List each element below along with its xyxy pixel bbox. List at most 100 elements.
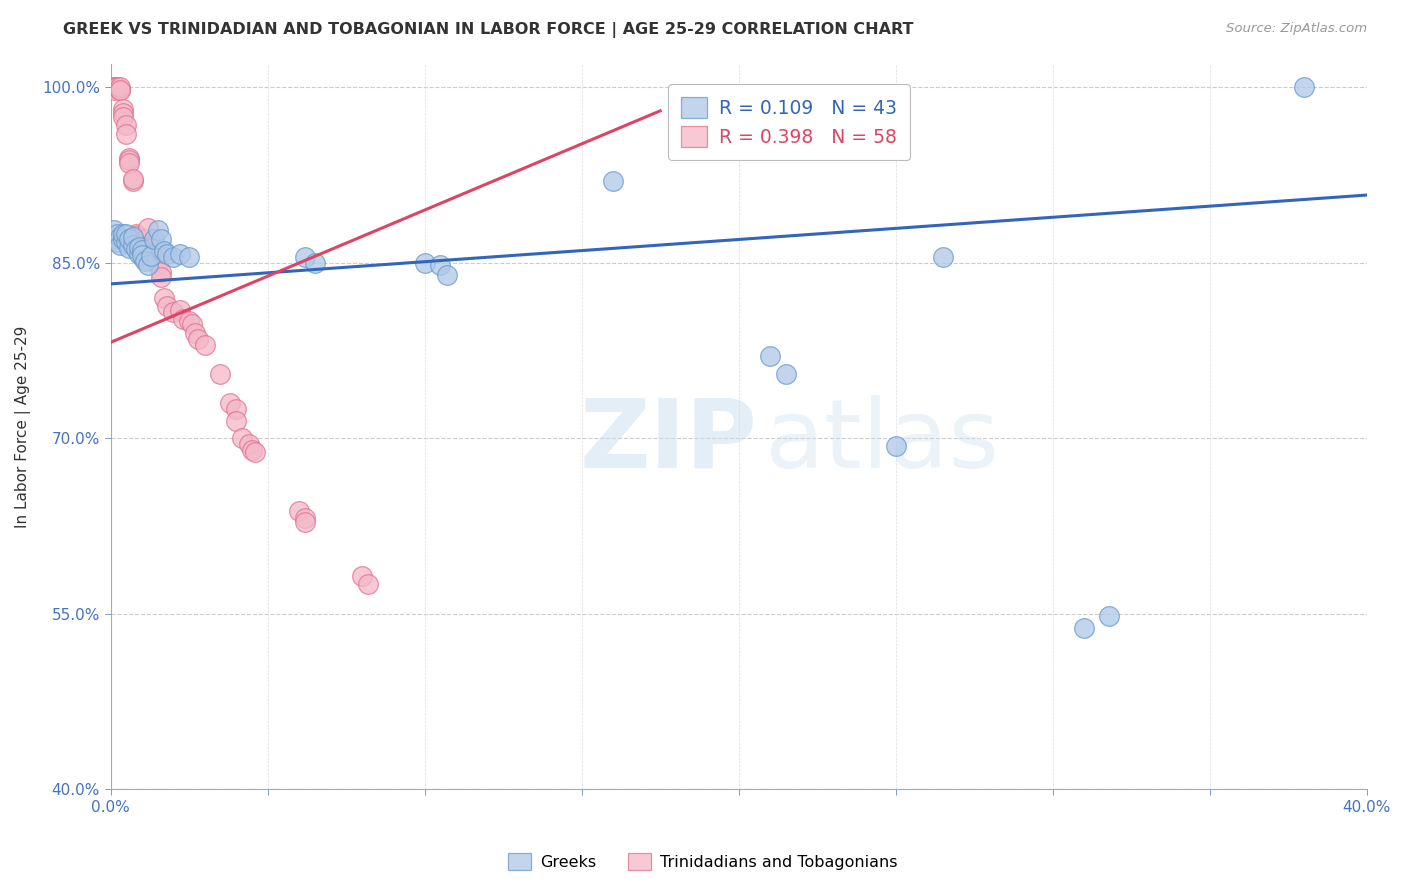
Point xyxy=(124,242,146,256)
Point xyxy=(350,569,373,583)
Point xyxy=(103,80,125,95)
Point xyxy=(115,118,138,132)
Point xyxy=(103,223,125,237)
Point xyxy=(118,156,141,170)
Point xyxy=(118,241,141,255)
Point xyxy=(243,445,266,459)
Point xyxy=(115,227,138,241)
Point xyxy=(187,332,209,346)
Point xyxy=(103,83,125,97)
Point xyxy=(103,80,125,95)
Point xyxy=(118,151,141,165)
Point xyxy=(115,127,138,141)
Point xyxy=(108,83,131,97)
Point xyxy=(131,246,153,260)
Point xyxy=(1292,80,1315,95)
Point xyxy=(121,174,143,188)
Point xyxy=(128,237,150,252)
Point xyxy=(184,326,207,340)
Point xyxy=(146,223,169,237)
Point xyxy=(225,402,247,417)
Point xyxy=(436,268,458,282)
Point xyxy=(108,80,131,95)
Point xyxy=(146,253,169,268)
Point xyxy=(134,253,156,268)
Point xyxy=(153,244,176,259)
Point xyxy=(131,243,153,257)
Point xyxy=(218,396,240,410)
Point xyxy=(759,350,782,364)
Point xyxy=(240,442,263,457)
Point xyxy=(149,232,172,246)
Legend: R = 0.109   N = 43, R = 0.398   N = 58: R = 0.109 N = 43, R = 0.398 N = 58 xyxy=(668,85,910,160)
Point xyxy=(131,250,153,264)
Text: GREEK VS TRINIDADIAN AND TOBAGONIAN IN LABOR FORCE | AGE 25-29 CORRELATION CHART: GREEK VS TRINIDADIAN AND TOBAGONIAN IN L… xyxy=(63,22,914,38)
Point xyxy=(105,80,128,95)
Point xyxy=(169,246,191,260)
Point xyxy=(172,312,194,326)
Text: ZIP: ZIP xyxy=(579,394,758,488)
Point xyxy=(128,239,150,253)
Point xyxy=(1098,609,1121,624)
Point xyxy=(177,314,200,328)
Point xyxy=(112,227,135,241)
Point xyxy=(121,171,143,186)
Point xyxy=(136,220,159,235)
Point xyxy=(209,367,232,381)
Point xyxy=(146,258,169,272)
Legend: Greeks, Trinidadians and Tobagonians: Greeks, Trinidadians and Tobagonians xyxy=(502,847,904,877)
Point xyxy=(156,299,179,313)
Point xyxy=(169,302,191,317)
Point xyxy=(294,250,316,264)
Point xyxy=(304,256,326,270)
Point xyxy=(121,230,143,244)
Point xyxy=(115,235,138,249)
Point xyxy=(118,153,141,167)
Point xyxy=(141,249,163,263)
Point xyxy=(294,516,316,530)
Point xyxy=(105,80,128,95)
Point xyxy=(118,232,141,246)
Point xyxy=(143,232,166,246)
Point xyxy=(136,258,159,272)
Text: atlas: atlas xyxy=(763,394,998,488)
Point xyxy=(932,250,955,264)
Point xyxy=(124,227,146,241)
Point xyxy=(131,248,153,262)
Point xyxy=(225,414,247,428)
Point xyxy=(128,242,150,256)
Point xyxy=(105,235,128,249)
Point xyxy=(108,238,131,252)
Point xyxy=(121,238,143,252)
Point xyxy=(162,250,184,264)
Point xyxy=(194,337,217,351)
Point xyxy=(288,504,311,518)
Point xyxy=(105,227,128,241)
Point xyxy=(149,269,172,284)
Point xyxy=(429,258,451,272)
Point xyxy=(153,291,176,305)
Point xyxy=(108,230,131,244)
Point xyxy=(103,232,125,246)
Point xyxy=(141,246,163,260)
Point xyxy=(231,431,253,445)
Point xyxy=(124,229,146,244)
Point xyxy=(143,250,166,264)
Point xyxy=(602,174,624,188)
Point xyxy=(134,252,156,267)
Point xyxy=(112,102,135,116)
Point xyxy=(1073,621,1095,635)
Point xyxy=(357,577,380,591)
Point xyxy=(413,256,436,270)
Point xyxy=(156,246,179,260)
Point xyxy=(112,110,135,124)
Point xyxy=(177,250,200,264)
Point xyxy=(775,367,797,381)
Point xyxy=(112,232,135,246)
Point xyxy=(134,232,156,246)
Point xyxy=(128,246,150,260)
Point xyxy=(141,242,163,256)
Point xyxy=(149,265,172,279)
Point xyxy=(238,437,260,451)
Text: Source: ZipAtlas.com: Source: ZipAtlas.com xyxy=(1226,22,1367,36)
